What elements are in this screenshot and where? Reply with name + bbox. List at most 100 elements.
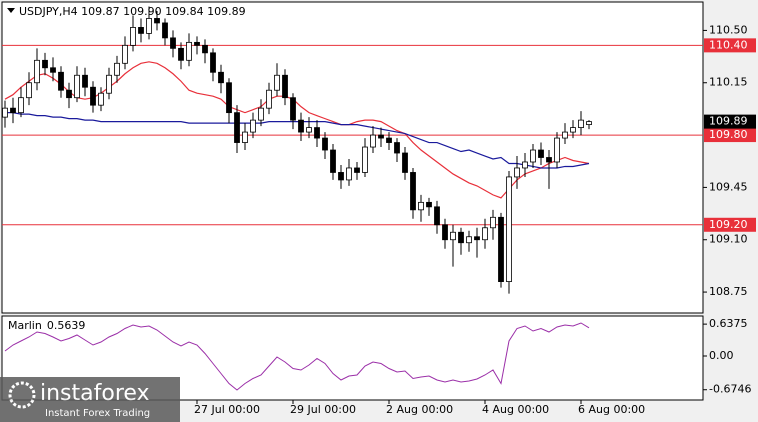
candle-body <box>90 86 96 106</box>
watermark-brand: instaforex <box>40 381 150 406</box>
watermark-bg <box>0 377 180 422</box>
candle-body <box>554 137 560 163</box>
watermark: instaforex Instant Forex Trading <box>0 377 180 422</box>
candle-body <box>154 18 160 24</box>
price-label-bg <box>704 114 756 129</box>
y-tick-label: 0.6375 <box>709 317 748 330</box>
candle-body <box>186 41 192 61</box>
candle-body <box>482 227 488 241</box>
candle-body <box>338 172 344 181</box>
x-tick-label: 6 Aug 00:00 <box>578 403 645 416</box>
y-tick-label: 0.00 <box>709 349 734 362</box>
candle-body <box>10 107 16 114</box>
candle-body <box>162 22 168 39</box>
candle-body <box>146 18 152 34</box>
y-tick-label: -0.6746 <box>709 383 751 396</box>
candle-body <box>418 201 424 211</box>
price-label: 109.89 <box>709 115 748 128</box>
level-label: 110.40 <box>709 38 748 51</box>
candle-body <box>362 146 368 173</box>
candle-body <box>26 82 32 99</box>
candle-body <box>98 92 104 106</box>
candle-body <box>402 152 408 173</box>
candle-body <box>514 167 520 178</box>
level-label-bg <box>704 217 756 232</box>
candle-body <box>474 236 480 241</box>
level-label: 109.80 <box>709 128 748 141</box>
x-tick-label: 27 Jul 00:00 <box>194 403 260 416</box>
candle-body <box>242 131 248 143</box>
candle-body <box>234 112 240 143</box>
moving-average <box>5 112 590 169</box>
candle-body <box>202 44 208 54</box>
candle-body <box>138 27 144 34</box>
candle-body <box>426 201 432 208</box>
candle-body <box>386 137 392 143</box>
candle-body <box>282 74 288 99</box>
candle-body <box>506 176 512 283</box>
menu-arrow <box>7 8 15 13</box>
candle-body <box>442 224 448 241</box>
candle-body <box>298 119 304 133</box>
candle-body <box>314 127 320 139</box>
level-label: 109.20 <box>709 218 748 231</box>
candle-body <box>122 44 128 64</box>
candle-body <box>194 41 200 46</box>
candle-body <box>130 27 136 46</box>
chart-title: USDJPY,H4 109.87 109.90 109.84 109.89 <box>19 5 246 18</box>
y-tick-label: 110.15 <box>709 76 748 89</box>
candle-body <box>42 59 48 69</box>
candle-body <box>562 131 568 139</box>
candle-body <box>266 89 272 109</box>
candle-body <box>546 157 552 163</box>
candle-body <box>306 127 312 133</box>
candle-body <box>106 74 112 94</box>
candle-body <box>346 167 352 181</box>
main-pane <box>1 1 704 314</box>
moving-average <box>4 61 590 199</box>
candle-body <box>58 71 64 91</box>
y-tick-label: 109.45 <box>709 180 748 193</box>
candle-body <box>50 67 56 73</box>
candle-body <box>258 107 264 121</box>
candle-body <box>34 59 40 84</box>
candle-body <box>178 47 184 61</box>
x-tick-label: 29 Jul 00:00 <box>290 403 356 416</box>
candle-body <box>74 74 80 99</box>
candle-body <box>530 149 536 163</box>
y-tick-label: 109.10 <box>709 233 748 246</box>
candle-body <box>226 82 232 114</box>
candle-body <box>218 71 224 84</box>
candle-body <box>538 149 544 158</box>
candle-body <box>114 62 120 76</box>
y-tick-label: 110.50 <box>709 23 748 36</box>
candle-body <box>2 107 8 118</box>
candle-body <box>466 236 472 244</box>
candle-body <box>410 172 416 211</box>
candle-body <box>458 231 464 244</box>
candle-body <box>586 121 592 126</box>
x-tick-label: 4 Aug 00:00 <box>482 403 549 416</box>
oscillator-line <box>4 322 590 391</box>
candle-body <box>394 142 400 154</box>
candle-body <box>578 119 584 128</box>
candle-body <box>290 97 296 121</box>
candle-body <box>522 161 528 169</box>
candle-body <box>322 137 328 151</box>
candle-body <box>82 74 88 88</box>
indicator-value: 0.5639 <box>47 319 86 332</box>
candle-body <box>210 52 216 73</box>
candle-body <box>378 134 384 139</box>
level-label-bg <box>704 38 756 53</box>
candle-body <box>490 216 496 229</box>
candle-body <box>170 37 176 49</box>
level-label-bg <box>704 128 756 143</box>
candle-body <box>450 231 456 241</box>
watermark-tagline: Instant Forex Trading <box>45 408 150 419</box>
candle-body <box>274 74 280 91</box>
candle-body <box>250 119 256 133</box>
candle-body <box>370 134 376 148</box>
candle-body <box>66 89 72 99</box>
candle-body <box>434 206 440 226</box>
